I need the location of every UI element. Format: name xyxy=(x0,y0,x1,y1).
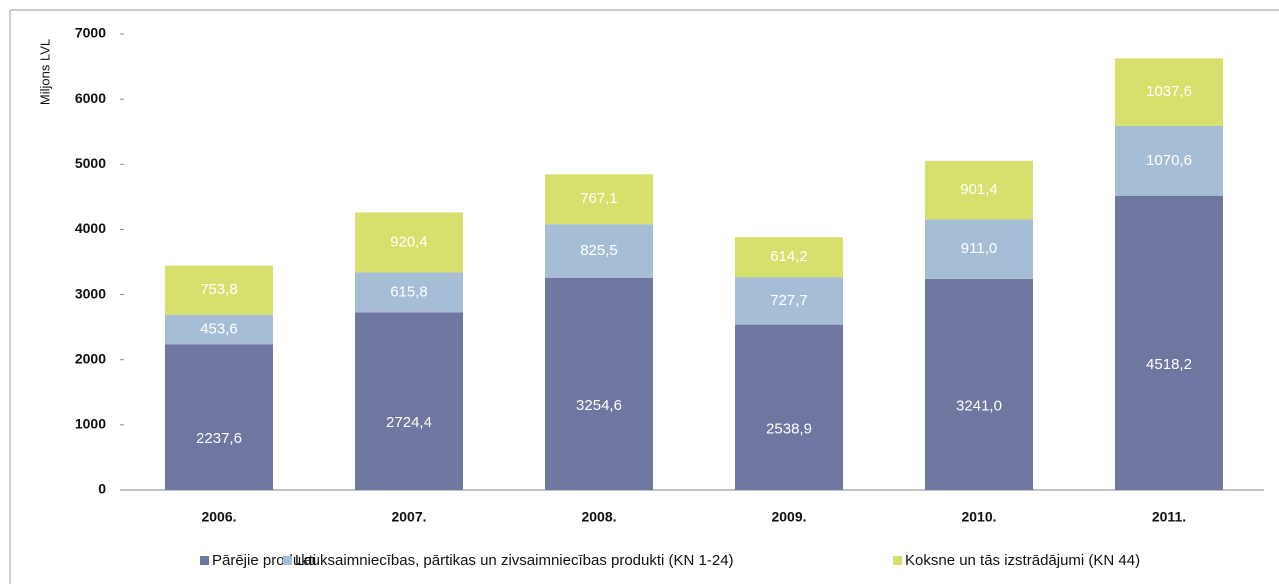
value-label: 825,5 xyxy=(580,242,618,259)
legend-label: Lauksaimniecības, pārtikas un zivsaimnie… xyxy=(295,552,734,569)
y-tick-label: 0 xyxy=(98,481,106,497)
bar-segment xyxy=(355,212,463,273)
value-label: 453,6 xyxy=(200,320,238,337)
value-label: 727,7 xyxy=(770,292,808,309)
value-label: 3254,6 xyxy=(576,397,622,414)
value-label: 2724,4 xyxy=(386,414,432,431)
x-tick-label: 2007. xyxy=(391,509,426,525)
value-label: 753,8 xyxy=(200,281,238,298)
value-label: 1070,6 xyxy=(1146,152,1192,169)
y-tick-label: 6000 xyxy=(75,90,106,106)
value-label: 1037,6 xyxy=(1146,83,1192,100)
y-tick-label: 3000 xyxy=(75,285,106,301)
bar-segment xyxy=(735,237,843,278)
bar-segment xyxy=(165,344,273,490)
bar-segment xyxy=(735,324,843,490)
x-tick-label: 2011. xyxy=(1152,509,1186,525)
legend-swatch xyxy=(283,556,292,565)
value-label: 4518,2 xyxy=(1146,356,1192,373)
value-label: 614,2 xyxy=(770,248,808,265)
legend-label: Koksne un tās izstrādājumi (KN 44) xyxy=(905,552,1140,569)
value-label: 2237,6 xyxy=(196,430,242,447)
bar-segment xyxy=(165,265,273,315)
x-tick-label: 2010. xyxy=(961,509,996,525)
bar-segment xyxy=(545,174,653,225)
bar-segment xyxy=(545,224,653,278)
bar-segment xyxy=(925,278,1033,490)
bar-segment xyxy=(925,160,1033,220)
value-label: 615,8 xyxy=(390,283,428,300)
legend-swatch xyxy=(893,556,902,565)
y-axis-label: Miljons LVL xyxy=(37,39,52,105)
value-label: 767,1 xyxy=(580,190,618,207)
value-label: 3241,0 xyxy=(956,397,1002,414)
y-tick-label: 4000 xyxy=(75,220,106,236)
bar-segment xyxy=(735,277,843,325)
y-tick-label: 2000 xyxy=(75,350,106,366)
bar-segment xyxy=(1115,125,1223,196)
y-tick-label: 5000 xyxy=(75,155,106,171)
y-tick-label: 7000 xyxy=(75,25,106,41)
x-tick-label: 2009. xyxy=(771,509,806,525)
value-label: 2538,9 xyxy=(766,420,812,437)
bar-segment xyxy=(925,219,1033,279)
bar-segment xyxy=(545,277,653,490)
value-label: 901,4 xyxy=(960,181,998,198)
value-label: 911,0 xyxy=(961,240,997,257)
legend-swatch xyxy=(200,556,209,565)
bar-segment xyxy=(1115,195,1223,490)
x-tick-label: 2008. xyxy=(581,509,616,525)
value-label: 920,4 xyxy=(390,233,428,250)
bar-segment xyxy=(165,314,273,345)
bar-segment xyxy=(1115,58,1223,126)
bar-segment xyxy=(355,312,463,490)
x-tick-label: 2006. xyxy=(201,509,236,525)
bar-segment xyxy=(355,272,463,313)
y-tick-label: 1000 xyxy=(75,416,106,432)
